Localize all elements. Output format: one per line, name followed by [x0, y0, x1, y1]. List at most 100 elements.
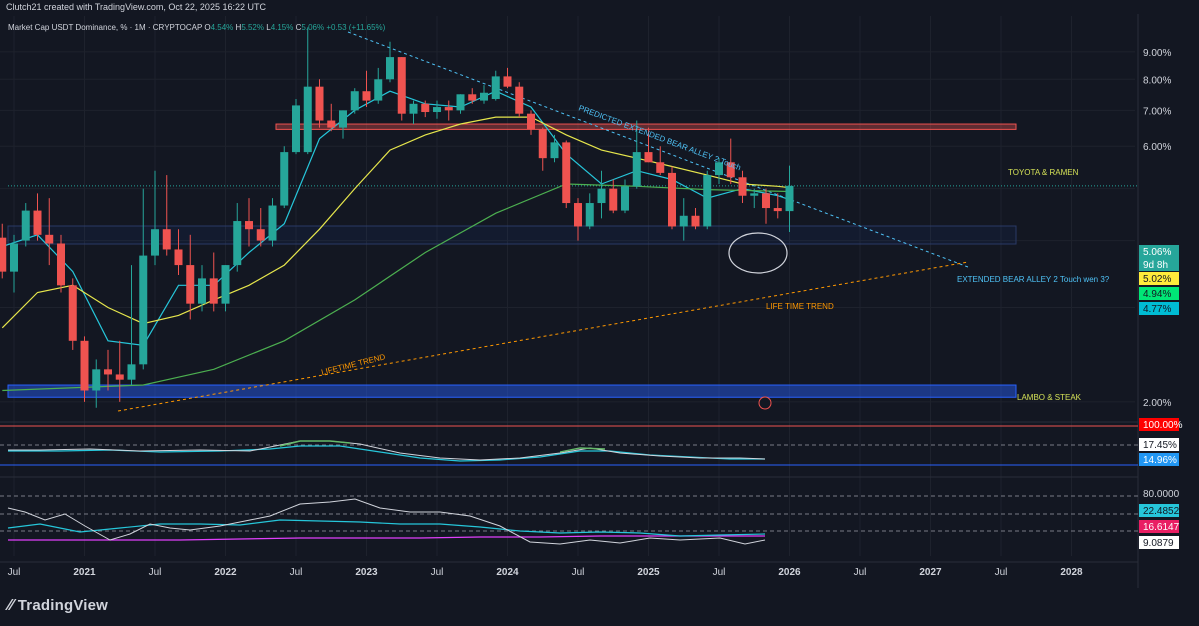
legend-part: C	[296, 23, 302, 32]
candle-body	[162, 229, 171, 250]
badge-bg	[1139, 520, 1179, 533]
osc1-highlight	[279, 440, 351, 447]
badge-text: 16.6147	[1143, 522, 1180, 533]
candle-body	[621, 186, 629, 211]
event-marker	[758, 396, 772, 410]
candle	[221, 265, 230, 312]
candle-body	[139, 255, 148, 365]
candle-body	[374, 79, 383, 101]
osc1-signal-line	[8, 445, 765, 462]
candle-body	[327, 120, 336, 128]
lambo-steak-zone	[7, 384, 1017, 398]
candle-body	[738, 177, 747, 196]
candle	[773, 193, 782, 219]
candle	[303, 27, 312, 155]
symbol-legend: Market Cap USDT Dominance, % · 1M · CRYP…	[8, 23, 386, 32]
candle	[268, 198, 277, 247]
candle-body	[397, 57, 406, 114]
candle	[233, 203, 242, 272]
candle-body	[10, 243, 18, 272]
tradingview-logo[interactable]: ⁄⁄ TradingView	[8, 597, 108, 615]
time-tick-label: Jul	[290, 567, 303, 578]
highlight-ellipse	[728, 232, 788, 274]
price-tick-label: 7.00%	[1143, 106, 1171, 117]
candle-body	[209, 278, 218, 304]
candle-body	[339, 110, 347, 128]
candle	[785, 165, 794, 233]
legend-part: 5.06%	[301, 23, 324, 32]
badge-text: 14.96%	[1143, 455, 1177, 466]
oscillator-pane-1	[0, 425, 1138, 466]
candle-body	[268, 205, 277, 241]
candle-body	[303, 86, 312, 153]
candle	[21, 203, 30, 247]
time-tick-label: 2028	[1060, 567, 1083, 578]
candle	[444, 100, 453, 121]
osc2-purple-line	[8, 535, 765, 541]
candle	[280, 146, 289, 209]
osc1-upper-badge: 100.00%	[1139, 418, 1183, 431]
annotations: PREDICTED EXTENDED BEAR ALLEY 2 Touch TOY…	[320, 103, 1109, 402]
candle-body	[409, 103, 418, 114]
time-tick-label: 2024	[496, 567, 519, 578]
osc1-mid-badge: 17.45%	[1139, 438, 1179, 451]
candle	[209, 252, 218, 312]
candle-body	[750, 193, 759, 196]
osc2-cyan-line	[7, 519, 766, 537]
candle-body	[256, 229, 265, 241]
candle-body	[773, 208, 782, 212]
time-tick-label: Jul	[995, 567, 1008, 578]
badge-bg	[1139, 487, 1179, 500]
candle	[574, 198, 582, 241]
candle	[315, 79, 324, 128]
time-tick-label: 2022	[214, 567, 237, 578]
price-tick-label: 6.00%	[1143, 142, 1171, 153]
candle	[127, 265, 136, 386]
candle-body	[280, 152, 289, 206]
bear-alley-label: PREDICTED EXTENDED BEAR ALLEY 2 Touch	[577, 103, 742, 172]
candle	[679, 198, 688, 241]
candle	[139, 188, 148, 370]
candle	[104, 349, 112, 391]
candle-body	[726, 162, 735, 178]
osc2-purple-badge: 16.6147	[1139, 520, 1180, 533]
chart-canvas[interactable]: PREDICTED EXTENDED BEAR ALLEY 2 Touch TOY…	[0, 0, 1199, 588]
candle-body	[292, 105, 300, 153]
candle	[644, 127, 653, 163]
candle-body	[656, 162, 665, 173]
lambo-steak-label: LAMBO & STEAK	[1017, 393, 1082, 402]
oscillator-pane-2	[0, 495, 1138, 545]
life-time-trend-label: LIFE TIME TREND	[766, 302, 834, 311]
candle	[421, 100, 430, 118]
candle	[621, 179, 629, 214]
candle-body	[0, 237, 7, 272]
time-tick-label: 2025	[637, 567, 660, 578]
candle	[92, 359, 101, 408]
badge-bg	[1139, 536, 1179, 549]
candle-body	[574, 203, 582, 227]
candle-body	[21, 210, 30, 241]
badge-bg	[1139, 302, 1179, 315]
time-tick-label: 2023	[355, 567, 378, 578]
candle	[597, 170, 606, 219]
candle-body	[527, 113, 535, 130]
candle	[45, 198, 54, 266]
osc2-white-badge: 9.0879	[1139, 536, 1179, 549]
candle	[151, 170, 159, 266]
tradingview-icon: ⁄⁄	[8, 597, 14, 614]
badge-bg	[1139, 453, 1179, 466]
bear-alley-trendline	[347, 31, 969, 268]
candle	[585, 193, 594, 230]
extended-bear-alley-label: EXTENDED BEAR ALLEY 2 Touch wen 3?	[957, 275, 1110, 284]
candle-body	[632, 152, 641, 187]
candle	[186, 234, 195, 320]
candle-body	[68, 285, 77, 341]
time-tick-label: Jul	[149, 567, 162, 578]
candle-body	[597, 188, 606, 204]
candle	[256, 208, 265, 247]
osc1-highlight	[559, 447, 606, 453]
candle	[515, 82, 524, 118]
badge-bg	[1139, 287, 1179, 300]
candle	[327, 103, 336, 132]
time-tick-label: Jul	[431, 567, 444, 578]
